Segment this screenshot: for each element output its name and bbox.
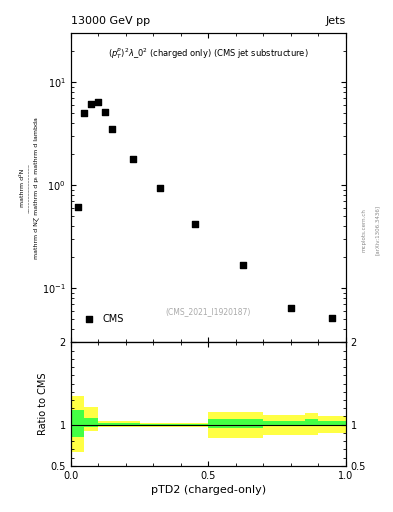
Point xyxy=(288,304,294,312)
Text: CMS: CMS xyxy=(102,314,124,324)
Point xyxy=(75,203,81,211)
Text: 13000 GeV pp: 13000 GeV pp xyxy=(71,15,150,26)
Point xyxy=(191,220,198,228)
Point xyxy=(102,108,108,116)
Point xyxy=(88,100,94,108)
X-axis label: pTD2 (charged-only): pTD2 (charged-only) xyxy=(151,485,266,495)
Point xyxy=(329,314,335,322)
Text: Jets: Jets xyxy=(325,15,346,26)
Point xyxy=(109,125,115,134)
Point xyxy=(81,110,88,118)
Point xyxy=(239,261,246,269)
Point xyxy=(130,155,136,163)
Point xyxy=(157,184,163,192)
Y-axis label: Ratio to CMS: Ratio to CMS xyxy=(38,373,48,435)
Text: (CMS_2021_I1920187): (CMS_2021_I1920187) xyxy=(165,307,251,316)
Text: [arXiv:1306.3436]: [arXiv:1306.3436] xyxy=(375,205,380,255)
Y-axis label: mathrm d²N
––––––––––––––––
mathrm d NⱿ mathrm d pₜ mathrm d lambda: mathrm d²N –––––––––––––––– mathrm d NⱿ … xyxy=(20,117,39,259)
Point xyxy=(86,297,92,306)
Text: $(p_T^P)^2 \lambda\_0^2$ (charged only) (CMS jet substructure): $(p_T^P)^2 \lambda\_0^2$ (charged only) … xyxy=(108,46,309,60)
Text: mcplots.cern.ch: mcplots.cern.ch xyxy=(361,208,366,252)
Point xyxy=(95,98,101,106)
